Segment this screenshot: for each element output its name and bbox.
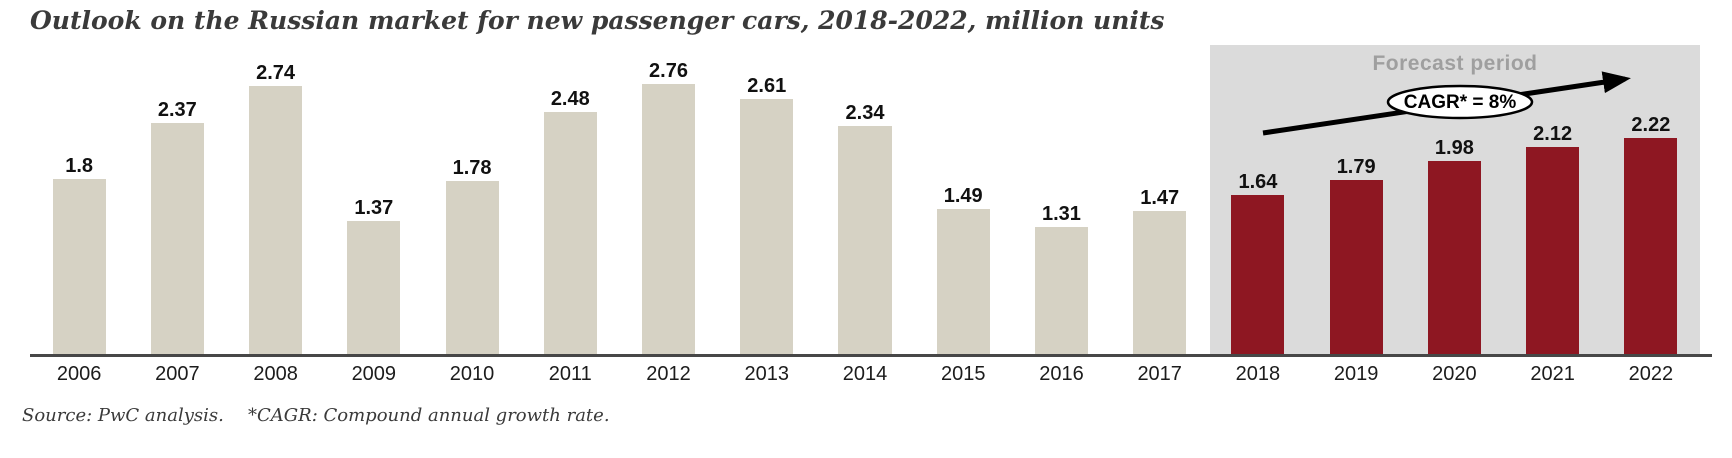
- bar-value-label: 1.31: [1041, 203, 1081, 225]
- bar-value-label: 1.78: [452, 157, 492, 179]
- bar: [249, 86, 303, 356]
- bar: [1427, 161, 1481, 356]
- bar-column: 1.49: [914, 45, 1012, 356]
- x-axis-label: 2009: [351, 363, 397, 385]
- bar-column: 2.48: [521, 45, 619, 356]
- bar-value-label: 2.76: [649, 60, 688, 82]
- bars: 1.8 2.37 2.74 1.37 1.78 2.48 2.76 2.61 2.34 1.49 1…: [30, 45, 1700, 356]
- bar: [150, 123, 204, 356]
- bar-column: 1.47: [1111, 45, 1209, 356]
- footer-source: Source: PwC analysis.: [22, 405, 224, 426]
- bar-value-label: 1.47: [1140, 187, 1180, 209]
- bar-column: 1.78: [423, 45, 521, 356]
- x-axis-label: 2020: [1432, 363, 1477, 385]
- plot-area: Forecast period CAGR* = 8% 1.8 2.37 2.74 1.…: [30, 45, 1700, 356]
- bar-value-label: 2.61: [747, 75, 787, 97]
- bar-value-label: 2.22: [1631, 114, 1671, 136]
- bar-value-label: 1.8: [65, 155, 94, 177]
- bar: [838, 126, 892, 356]
- bar-column: 2.34: [816, 45, 914, 356]
- x-axis-label: 2019: [1333, 363, 1379, 385]
- bar: [347, 221, 401, 356]
- footer-cagr-note: *CAGR: Compound annual growth rate.: [248, 405, 610, 426]
- bar: [1624, 138, 1678, 356]
- bar-column: 2.12: [1504, 45, 1602, 356]
- bar-column: 2.37: [128, 45, 226, 356]
- x-axis-label: 2013: [744, 363, 790, 385]
- x-axis-line: [30, 354, 1712, 357]
- bar-column: 2.61: [718, 45, 816, 356]
- x-axis-label: 2017: [1137, 363, 1182, 385]
- x-axis-label: 2016: [1039, 363, 1084, 385]
- bar-value-label: 2.48: [550, 88, 590, 110]
- bar: [543, 112, 597, 356]
- cagr-badge: CAGR* = 8%: [1403, 92, 1517, 113]
- bar-column: 1.79: [1307, 45, 1405, 356]
- forecast-period-label: Forecast period: [1372, 52, 1538, 75]
- bar-value-label: 1.64: [1238, 171, 1278, 193]
- bar: [445, 181, 499, 356]
- x-axis-label: 2015: [940, 363, 986, 385]
- bar: [936, 209, 990, 356]
- bar: [1231, 195, 1285, 356]
- bar-value-label: 2.37: [157, 99, 197, 121]
- bar-value-label: 1.98: [1434, 137, 1474, 159]
- x-axis-label: 2011: [548, 363, 592, 385]
- bar-value-label: 1.79: [1336, 156, 1376, 178]
- bar: [1329, 180, 1383, 356]
- bar: [740, 99, 794, 356]
- growth-arrow-icon: [1262, 71, 1631, 136]
- x-axis-label: 2008: [253, 363, 298, 385]
- bar-column: 1.98: [1405, 45, 1503, 356]
- bar-column: 1.64: [1209, 45, 1307, 356]
- bar-value-label: 2.12: [1533, 123, 1573, 145]
- bar-column: 2.74: [226, 45, 324, 356]
- bar-column: 2.76: [619, 45, 717, 356]
- x-axis-label: 2012: [646, 363, 691, 385]
- bar: [52, 179, 106, 356]
- x-axis-label: 2022: [1628, 363, 1674, 385]
- x-axis-label: 2014: [842, 363, 888, 385]
- bar: [1034, 227, 1088, 356]
- bar: [642, 84, 696, 356]
- x-axis-label: 2010: [449, 363, 495, 385]
- bar: [1526, 147, 1580, 356]
- footer: Source: PwC analysis. *CAGR: Compound an…: [0, 405, 1732, 435]
- x-axis-label: 2006: [56, 363, 102, 385]
- bar-value-label: 1.37: [354, 197, 394, 219]
- x-axis-label: 2021: [1530, 363, 1575, 385]
- bar-column: 1.37: [325, 45, 423, 356]
- bar-value-label: 2.34: [845, 102, 885, 124]
- x-axis-label: 2018: [1235, 363, 1281, 385]
- bar: [1133, 211, 1187, 356]
- bar-column: 2.22: [1602, 45, 1700, 356]
- bar-column: 1.31: [1012, 45, 1110, 356]
- x-axis-label: 2007: [155, 363, 200, 385]
- bar-value-label: 1.49: [943, 185, 983, 207]
- bar-column: 1.8: [30, 45, 128, 356]
- x-axis-labels: 2006 2007 2008 2009 2010 2011 2012 2013 2014 2015…: [30, 363, 1700, 386]
- chart-title: Outlook on the Russian market for new pa…: [30, 6, 1165, 35]
- bar-value-label: 2.74: [256, 62, 296, 84]
